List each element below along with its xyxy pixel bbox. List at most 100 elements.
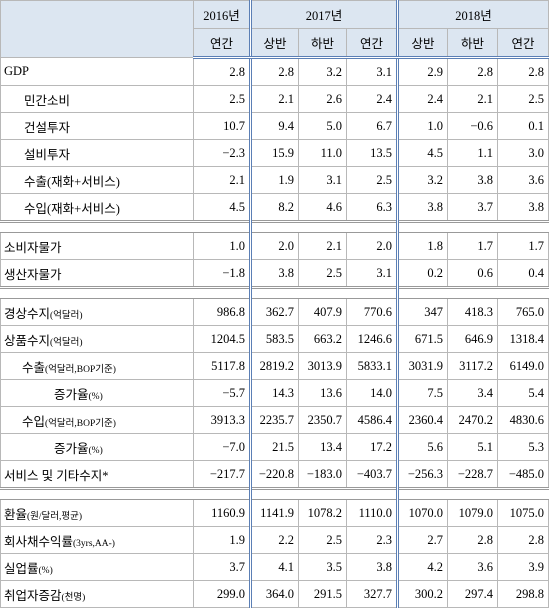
value-cell: 5.0 (298, 112, 347, 140)
table-row: 수입(억달러,BOP기준) 3913.3 2235.7 2350.7 4586.4 236… (0, 406, 550, 434)
table-row: 설비투자 −2.3 15.9 11.0 13.5 4.5 1.1 3.0 (0, 139, 550, 167)
value-cell: 2.0 (345, 232, 399, 260)
value-cell: 291.5 (298, 580, 347, 608)
gap-cell (346, 220, 398, 233)
label-unit: (원/달러,평균) (27, 511, 83, 522)
gap-cell (193, 487, 251, 500)
value-cell: 1110.0 (345, 499, 399, 527)
value-cell: −256.3 (396, 460, 449, 489)
value-cell: 5117.8 (193, 352, 251, 380)
value-cell: 1160.9 (193, 499, 251, 527)
value-cell: −1.8 (193, 259, 251, 288)
table-row: 상품수지(억달러) 1204.5 583.5 663.2 1246.6 671.5 646.… (0, 325, 550, 353)
value-cell: 2360.4 (396, 406, 449, 434)
table-row: 건설투자 10.7 9.4 5.0 6.7 1.0 −0.6 0.1 (0, 112, 550, 140)
value-cell: 2.1 (249, 85, 299, 113)
value-cell: 646.9 (447, 325, 499, 353)
value-cell: 1.1 (447, 139, 499, 167)
row-label: 건설투자 (0, 112, 194, 140)
label-unit: (%) (38, 565, 53, 576)
value-cell: 0.6 (447, 259, 499, 288)
value-cell: 298.8 (497, 580, 550, 608)
period: 하반 (447, 28, 499, 59)
row-label: 증가율(%) (0, 433, 194, 461)
label-text: 상품수지 (4, 333, 51, 348)
value-cell: 3.8 (345, 553, 399, 581)
value-cell: 3.8 (249, 259, 299, 288)
table-row: 증가율(%) −5.7 14.3 13.6 14.0 7.5 3.4 5.4 (0, 379, 550, 407)
gap-cell (193, 220, 251, 233)
label-text: 실업률 (4, 561, 39, 576)
table-row: 서비스 및 기타수지* −217.7 −220.8 −183.0 −403.7 −256.… (0, 460, 550, 489)
label-unit: (억달러,BOP기준) (45, 364, 116, 375)
value-cell: 5.1 (447, 433, 499, 461)
year-row: 2016년 2017년 2018년 (0, 0, 550, 58)
gap-cell (249, 286, 299, 299)
value-cell: 3.2 (298, 57, 347, 86)
gap-cell (346, 286, 398, 299)
row-label: 소비자물가 (0, 232, 194, 260)
gap-cell (193, 286, 251, 299)
value-cell: 10.7 (193, 112, 251, 140)
period: 연간 (497, 28, 550, 59)
label-text: 취업자증감 (4, 588, 62, 603)
label-text: 수입(재화+서비스) (24, 201, 120, 216)
row-label: 서비스 및 기타수지* (0, 460, 194, 489)
value-cell: 4.5 (396, 139, 449, 167)
value-cell: 5833.1 (345, 352, 399, 380)
value-cell: 2.8 (497, 57, 550, 86)
label-text: 서비스 및 기타수지* (4, 468, 109, 483)
value-cell: 9.4 (249, 112, 299, 140)
table-row: GDP 2.8 2.8 3.2 3.1 2.9 2.8 2.8 (0, 57, 550, 86)
value-cell: 1075.0 (497, 499, 550, 527)
gap-cell (497, 487, 549, 500)
value-cell: 2.4 (345, 85, 399, 113)
value-cell: 299.0 (193, 580, 251, 608)
value-cell: 6.3 (345, 193, 399, 222)
table-row: 생산자물가 −1.8 3.8 2.5 3.1 0.2 0.6 0.4 (0, 259, 550, 288)
row-label: 수입(억달러,BOP기준) (0, 406, 194, 434)
label-text: 환율 (4, 507, 28, 522)
value-cell: 765.0 (497, 298, 550, 326)
label-text: 생산자물가 (4, 267, 62, 282)
value-cell: 2.5 (497, 85, 550, 113)
row-label: 취업자증감(천명) (0, 580, 194, 608)
value-cell: 986.8 (193, 298, 251, 326)
value-cell: 1070.0 (396, 499, 449, 527)
value-cell: 362.7 (249, 298, 299, 326)
value-cell: 663.2 (298, 325, 347, 353)
year: 2017년 (248, 0, 399, 29)
value-cell: 17.2 (345, 433, 399, 461)
row-label: 생산자물가 (0, 259, 194, 288)
value-cell: 3.8 (497, 193, 550, 222)
row-label: 상품수지(억달러) (0, 325, 194, 353)
period: 연간 (193, 28, 251, 59)
table-row: 회사채수익률(3yrs,AA-) 1.9 2.2 2.5 2.3 2.7 2.8 2.8 (0, 526, 550, 554)
table-row: 환율(원/달러,평균) 1160.9 1141.9 1078.2 1110.0 1070.… (0, 499, 550, 527)
period: 상반 (396, 28, 449, 59)
value-cell: 1.0 (396, 112, 449, 140)
value-cell: 6.7 (345, 112, 399, 140)
table-row: 민간소비 2.5 2.1 2.6 2.4 2.4 2.1 2.5 (0, 85, 550, 113)
value-cell: 13.4 (298, 433, 347, 461)
label-unit: (천명) (61, 592, 86, 603)
label-text: 설비투자 (24, 147, 71, 162)
value-cell: 1204.5 (193, 325, 251, 353)
value-cell: 1079.0 (447, 499, 499, 527)
value-cell: 2.3 (345, 526, 399, 554)
value-cell: 1246.6 (345, 325, 399, 353)
row-label: GDP (0, 57, 194, 86)
label-text: 증가율 (54, 441, 89, 456)
value-cell: −2.3 (193, 139, 251, 167)
period: 하반 (298, 28, 347, 59)
label-text: 수출(재화+서비스) (24, 174, 120, 189)
value-cell: 3.7 (447, 193, 499, 222)
gap-cell (0, 286, 194, 299)
row-label: 수출(억달러,BOP기준) (0, 352, 194, 380)
table-row: 소비자물가 1.0 2.0 2.1 2.0 1.8 1.7 1.7 (0, 232, 550, 260)
value-cell: 5.3 (497, 433, 550, 461)
value-cell: 4.6 (298, 193, 347, 222)
value-cell: −403.7 (345, 460, 399, 489)
value-cell: 2.0 (249, 232, 299, 260)
table-row: 경상수지(억달러) 986.8 362.7 407.9 770.6 347 418.3 765… (0, 298, 550, 326)
